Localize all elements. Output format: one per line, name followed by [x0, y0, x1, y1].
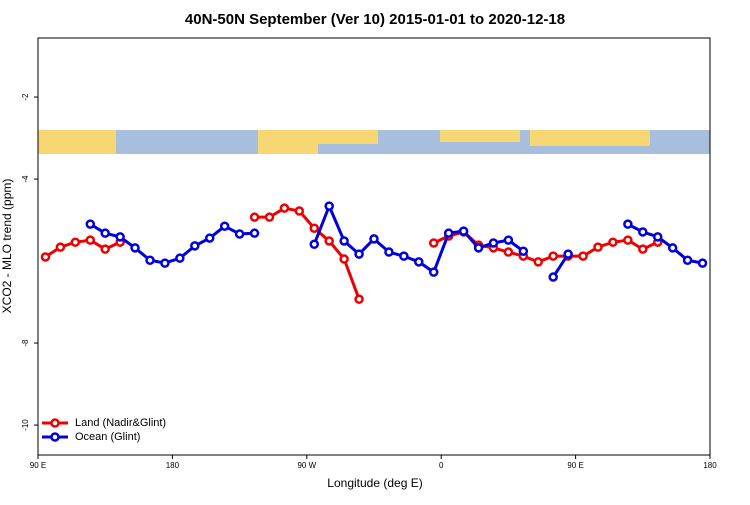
point: [100, 244, 110, 254]
point: [249, 228, 260, 238]
plot-frame: [37, 37, 711, 456]
point: [354, 294, 364, 304]
point: [473, 243, 484, 253]
point: [697, 258, 708, 268]
point: [55, 242, 66, 252]
point: [339, 236, 349, 246]
point: [249, 212, 260, 222]
point: [294, 206, 305, 216]
point: [264, 212, 275, 222]
x-tick-label: 90 E: [567, 461, 583, 470]
y-tick-label: -4: [21, 175, 30, 183]
point: [115, 232, 125, 242]
point: [563, 249, 573, 259]
point: [443, 228, 454, 238]
point: [234, 229, 245, 239]
point: [488, 238, 499, 248]
x-tick-label: 180: [166, 461, 180, 470]
point: [40, 252, 51, 262]
point: [130, 243, 140, 253]
point: [279, 203, 290, 213]
point: [354, 249, 364, 259]
point: [324, 201, 334, 211]
point: [548, 272, 558, 282]
point: [623, 219, 633, 229]
point: [190, 241, 200, 251]
x-tick-label: 90 W: [297, 461, 316, 470]
point: [369, 234, 379, 244]
point: [85, 219, 96, 229]
legend-marker: [50, 432, 60, 442]
point: [428, 267, 439, 277]
point: [70, 237, 81, 247]
point: [384, 247, 394, 257]
point: [399, 251, 409, 261]
point: [458, 226, 469, 236]
y-tick-label: -10: [21, 419, 30, 431]
point: [667, 243, 678, 253]
point: [309, 223, 320, 234]
x-tick-label: 0: [439, 461, 444, 470]
point: [309, 239, 320, 249]
point: [638, 244, 648, 254]
point: [548, 251, 558, 261]
map-strip: [38, 130, 710, 154]
point: [85, 235, 96, 245]
point: [638, 227, 648, 237]
point: [339, 254, 349, 264]
legend-label: Land (Nadir&Glint): [75, 417, 166, 429]
point: [503, 235, 514, 245]
point: [145, 255, 155, 265]
point: [428, 238, 439, 248]
y-tick-label: -2: [21, 93, 30, 101]
point: [593, 242, 603, 252]
chart-title: 40N-50N September (Ver 10) 2015-01-01 to…: [185, 11, 565, 28]
point: [100, 228, 110, 238]
point: [608, 237, 618, 247]
point: [533, 257, 544, 267]
point: [219, 221, 230, 231]
point: [623, 235, 633, 245]
point: [518, 246, 529, 256]
x-tick-label: 90 E: [30, 461, 46, 470]
y-tick-label: -8: [21, 339, 30, 347]
point: [160, 258, 170, 268]
point: [578, 251, 588, 261]
point: [324, 236, 334, 246]
point: [175, 253, 185, 263]
x-tick-label: 180: [703, 461, 717, 470]
y-axis-label: XCO2 - MLO trend (ppm): [0, 179, 14, 314]
legend-marker: [50, 418, 60, 428]
point: [204, 233, 215, 243]
point: [503, 247, 514, 257]
point: [682, 255, 693, 265]
point: [414, 257, 424, 267]
legend-label: Ocean (Glint): [75, 431, 140, 443]
point: [652, 232, 663, 242]
x-axis-label: Longitude (deg E): [327, 476, 422, 490]
